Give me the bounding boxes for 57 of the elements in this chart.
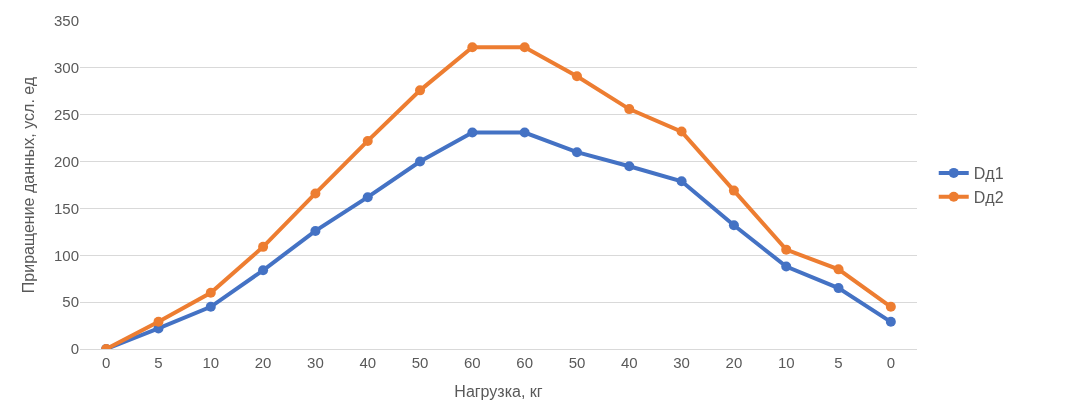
- y-tick-label: 150: [53, 199, 79, 217]
- point: [467, 42, 478, 53]
- point: [415, 85, 426, 96]
- x-tick-label: 0: [886, 354, 896, 371]
- x-tick-label: 20: [725, 354, 743, 371]
- point: [258, 265, 269, 276]
- x-tick-label: 0: [101, 354, 111, 371]
- y-tick-label: 200: [53, 152, 79, 170]
- point: [153, 316, 164, 327]
- legend-label: Dд1: [973, 165, 1004, 183]
- point: [624, 104, 635, 115]
- x-tick-label: 5: [154, 354, 163, 371]
- point: [258, 241, 269, 252]
- x-tick-label: 60: [464, 354, 481, 371]
- x-tick-label: 50: [411, 354, 429, 371]
- x-tick-label: 10: [202, 354, 220, 371]
- point: [676, 126, 687, 137]
- y-tick-label: 0: [70, 340, 79, 358]
- point: [519, 42, 530, 53]
- point: [833, 264, 844, 275]
- x-tick-label: 60: [516, 354, 533, 371]
- point: [571, 71, 582, 82]
- point: [205, 301, 216, 312]
- y-axis-title: Приращение данных, усл. ед: [19, 76, 37, 294]
- x-tick-label: 40: [359, 354, 377, 371]
- point: [885, 301, 896, 312]
- y-tick-label: 250: [53, 105, 79, 123]
- y-tick-label: 300: [53, 59, 79, 77]
- x-tick-label: 10: [777, 354, 795, 371]
- point: [571, 147, 582, 158]
- point: [362, 192, 373, 203]
- y-tick-label: 50: [62, 293, 79, 311]
- x-tick-label: 30: [307, 354, 324, 371]
- point: [519, 127, 530, 138]
- x-tick-label: 40: [620, 354, 638, 371]
- point: [728, 185, 739, 196]
- point: [833, 283, 844, 294]
- x-axis-title: Нагрузка, кг: [454, 382, 543, 400]
- x-tick-label: 30: [673, 354, 690, 371]
- x-tick-label: 20: [254, 354, 272, 371]
- y-tick-label: 350: [53, 12, 79, 30]
- x-tick-label: 50: [568, 354, 586, 371]
- point: [310, 188, 321, 199]
- point: [781, 261, 792, 272]
- point: [676, 176, 687, 187]
- point: [467, 127, 478, 138]
- point: [885, 316, 896, 327]
- legend-label: Dд2: [973, 188, 1004, 206]
- point: [624, 161, 635, 172]
- point: [728, 220, 739, 231]
- point: [415, 156, 426, 167]
- y-tick-label: 100: [53, 246, 79, 264]
- point: [362, 135, 373, 146]
- point: [205, 287, 216, 298]
- point: [310, 225, 321, 236]
- point: [781, 244, 792, 255]
- x-tick-label: 5: [834, 354, 843, 371]
